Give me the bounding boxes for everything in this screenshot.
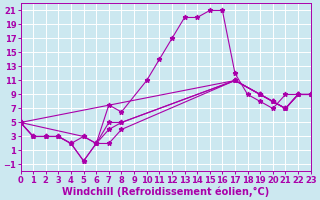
X-axis label: Windchill (Refroidissement éolien,°C): Windchill (Refroidissement éolien,°C)	[62, 186, 269, 197]
